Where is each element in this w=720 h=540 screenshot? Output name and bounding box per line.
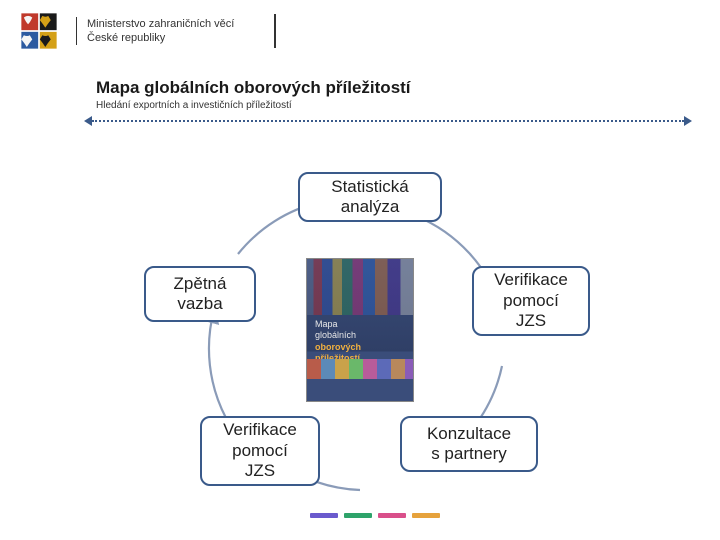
cycle-node-bottom-left-label: Verifikace pomocí JZS [223, 420, 297, 481]
stripe-2 [344, 513, 372, 518]
stripe-4 [412, 513, 440, 518]
cover-line3: oborových [315, 342, 361, 353]
vertical-divider [274, 14, 276, 48]
dotted-divider [0, 117, 720, 125]
arrow-right-icon [684, 116, 692, 126]
cover-flags-bg [307, 259, 413, 315]
ministry-block: Ministerstvo zahraničních věcí České rep… [70, 17, 234, 46]
cycle-diagram: Statistická analýza Verifikace pomocí JZ… [0, 160, 720, 530]
ministry-line2: České republiky [87, 31, 234, 45]
center-cover-image: Mapa globálních oborových příležitostí [306, 258, 414, 402]
page-subtitle: Hledání exportních a investičních přílež… [0, 100, 720, 117]
arrow-left-icon [84, 116, 92, 126]
cycle-node-left-label: Zpětná vazba [174, 274, 227, 315]
cycle-node-bottom-right: Konzultace s partnery [400, 416, 538, 472]
ministry-line1: Ministerstvo zahraničních věcí [87, 17, 234, 31]
cover-photo-band [307, 359, 413, 379]
cover-title: Mapa globálních oborových příležitostí [315, 319, 361, 364]
cycle-node-right-label: Verifikace pomocí JZS [494, 270, 568, 331]
cover-line2: globálních [315, 330, 361, 341]
cover-line1: Mapa [315, 319, 361, 330]
coat-of-arms-icon [18, 10, 60, 52]
cycle-node-top-label: Statistická analýza [331, 177, 408, 218]
ministry-text: Ministerstvo zahraničních věcí České rep… [76, 17, 234, 46]
page-title: Mapa globálních oborových příležitostí [0, 60, 720, 100]
cycle-node-right: Verifikace pomocí JZS [472, 266, 590, 336]
cycle-node-bottom-left: Verifikace pomocí JZS [200, 416, 320, 486]
cycle-node-left: Zpětná vazba [144, 266, 256, 322]
cycle-node-top: Statistická analýza [298, 172, 442, 222]
cycle-node-bottom-right-label: Konzultace s partnery [427, 424, 511, 465]
stripe-3 [378, 513, 406, 518]
footer-stripes [310, 513, 440, 518]
header: Ministerstvo zahraničních věcí České rep… [0, 0, 720, 60]
stripe-1 [310, 513, 338, 518]
